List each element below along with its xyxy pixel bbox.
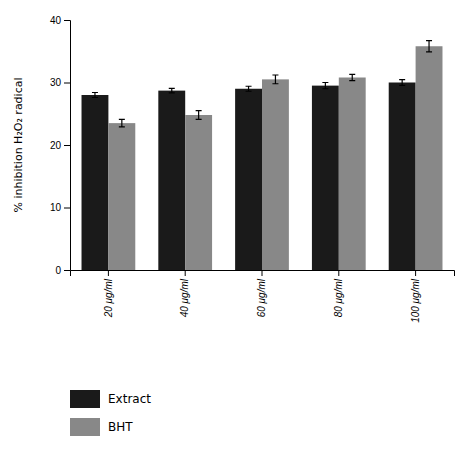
legend-label: Extract [108,392,151,406]
y-tick: 10 [50,202,70,213]
bar [339,78,366,271]
error-bar [246,86,252,91]
error-bar [322,83,328,89]
y-tick-mark [64,145,70,146]
error-bar [92,93,98,98]
y-tick: 20 [50,140,70,151]
x-axis: 20 μg/ml 40 μg/ml 60 μg/ml 80 μg/ml 100 μg/m… [71,270,455,323]
bar [82,95,109,270]
x-tick: 60 μg/ml [256,270,267,317]
x-tick-mark [262,270,263,276]
x-tick-label: 40 μg/ml [179,278,190,317]
bar [312,86,339,270]
x-tick-mark [108,270,109,276]
series [108,41,442,270]
y-tick-label: 10 [50,202,62,213]
y-tick-label: 40 [50,15,62,26]
y-tick-mark [64,20,70,21]
error-bar [349,74,355,80]
x-tick-label: 20 μg/ml [103,278,114,318]
x-tick-mark [415,270,416,276]
error-bar [426,41,432,52]
y-axis-title: % inhibition H₂O₂ radical [12,77,25,212]
y-tick-label: 20 [50,140,62,151]
legend-item: Extract [70,390,151,408]
x-tick-label: 80 μg/ml [333,278,344,317]
error-bar [399,80,405,86]
legend-swatch [70,418,100,436]
y-tick-label: 30 [50,77,62,88]
x-tick: 40 μg/ml [179,270,190,317]
x-tick: 80 μg/ml [333,270,344,317]
x-tick: 100 μg/ml [410,270,421,323]
y-tick: 0 [55,265,70,276]
x-tick-mark [185,270,186,276]
legend-item: BHT [70,418,133,436]
legend: Extract BHT [70,390,151,436]
legend-swatch [70,390,100,408]
x-axis-line [71,271,455,277]
bar [389,83,416,271]
plot-area: 0 10 20 30 40 20 μg/ml 40 μg/ml 60 μg/ml 80 μg/m… [50,15,455,323]
bar [158,91,185,270]
y-axis: 0 10 20 30 40 [50,15,71,276]
bar [235,89,262,270]
x-tick-mark [338,270,339,276]
error-bar [272,75,278,84]
error-bar [196,111,202,120]
y-tick-label: 0 [55,265,61,276]
x-tick: 20 μg/ml [103,270,114,318]
legend-label: BHT [108,420,133,434]
y-tick-mark [64,83,70,84]
marks [82,41,443,270]
chart: 0 10 20 30 40 20 μg/ml 40 μg/ml 60 μg/ml 80 μg/m… [0,0,474,466]
x-tick-label: 100 μg/ml [410,278,421,323]
y-tick-mark [64,208,70,209]
error-bar [169,88,175,92]
x-tick-label: 60 μg/ml [256,278,267,317]
bar [108,123,135,270]
bar [416,46,443,270]
error-bar [119,119,125,127]
y-axis-line [64,21,71,271]
y-tick: 40 [50,15,70,26]
y-tick-mark [64,270,70,271]
y-tick: 30 [50,77,70,88]
bar [262,79,289,270]
bar [185,115,212,270]
